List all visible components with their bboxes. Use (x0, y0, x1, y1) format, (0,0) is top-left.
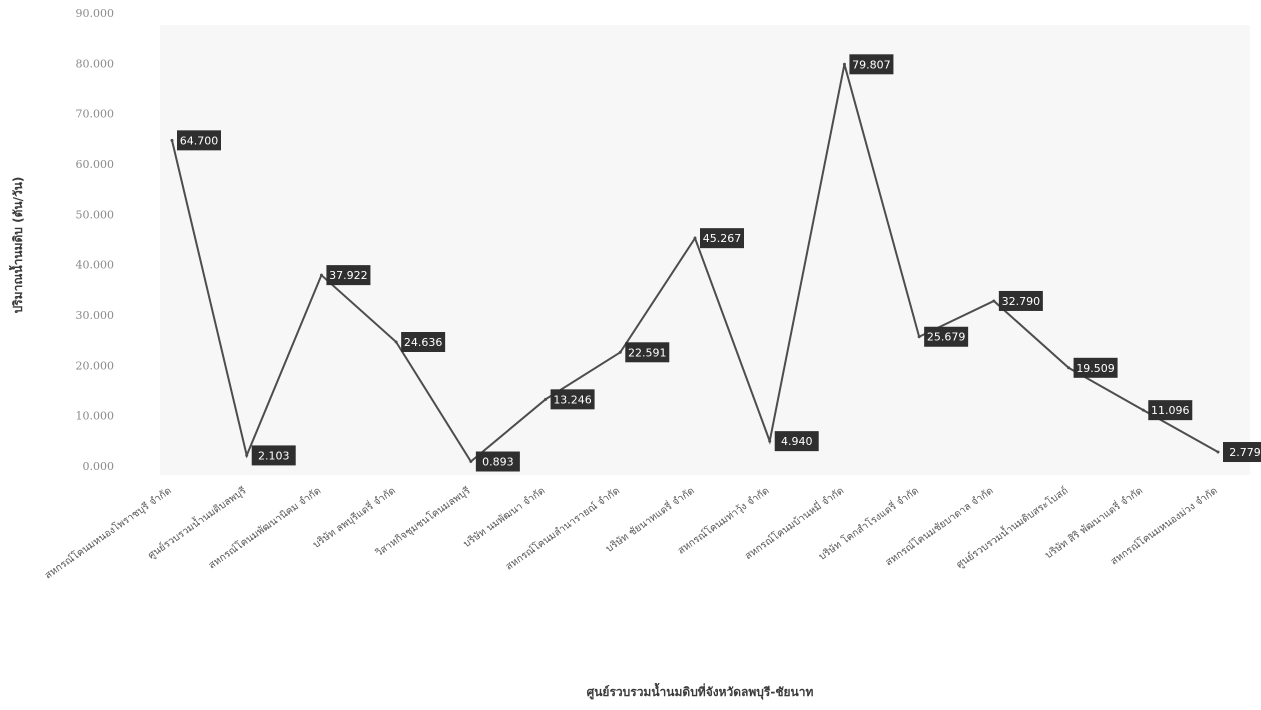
data-point (842, 62, 846, 66)
data-point (245, 453, 249, 457)
y-tick-label: 20.000 (76, 359, 115, 372)
data-label-box (326, 265, 371, 286)
x-tick-label: สหกรณ์โคนมหนองโพราชบุรี จำกัด (42, 484, 174, 582)
data-label-box (475, 451, 520, 472)
y-tick-label: 30.000 (76, 309, 115, 322)
data-label-box (849, 54, 894, 75)
data-label-box (625, 342, 670, 363)
data-point (469, 460, 473, 464)
data-label: 79.807 (852, 58, 891, 71)
data-label: 45.267 (703, 232, 742, 245)
data-label: 4.940 (781, 435, 813, 448)
data-point (544, 397, 548, 401)
series-line-group (170, 62, 1220, 464)
data-label: 13.246 (553, 393, 592, 406)
data-label: 19.509 (1076, 362, 1115, 375)
data-point (1216, 450, 1220, 454)
data-label-box (1223, 442, 1261, 463)
data-label-box (177, 130, 221, 151)
data-label: 0.893 (482, 456, 514, 469)
data-point (693, 236, 697, 240)
data-label-box (1148, 400, 1193, 421)
y-tick-label: 40.000 (76, 259, 115, 272)
data-label: 37.922 (329, 269, 368, 282)
data-label-box (700, 228, 744, 249)
x-tick-label: บริษัท ลพบุรีแดรี่ จำกัด (310, 483, 398, 551)
data-label-box (401, 331, 446, 352)
y-tick-label: 80.000 (76, 57, 115, 70)
data-labels: 64.700 2.103 37.922 24.636 0.893 13.246 22.591… (177, 54, 1261, 472)
data-label: 32.790 (1002, 295, 1041, 308)
y-tick-label: 0.000 (83, 460, 115, 473)
data-point (768, 439, 772, 443)
data-label: 22.591 (628, 346, 667, 359)
data-label: 2.103 (258, 449, 290, 462)
data-label: 25.679 (927, 331, 966, 344)
data-point (394, 340, 398, 344)
data-point (917, 335, 921, 339)
data-label-box (924, 326, 969, 347)
data-point (170, 138, 174, 142)
data-point (1067, 366, 1071, 370)
data-label-box (1073, 357, 1118, 378)
x-axis-title: ศูนย์รวบรวมน้ำนมดิบที่จังหวัดลพบุรี-ชัยน… (587, 682, 814, 700)
x-tick-label: บริษัท นมพัฒนา จำกัด (462, 485, 548, 550)
data-label: 2.779 (1229, 446, 1261, 459)
data-label: 64.700 (180, 134, 219, 147)
y-tick-label: 70.000 (76, 108, 115, 121)
data-label: 11.096 (1151, 404, 1190, 417)
x-tick-label: สหกรณ์โคนมพัฒนานิคม จำกัด (206, 484, 323, 572)
data-label-box (550, 389, 595, 410)
data-label-box (998, 290, 1043, 311)
y-tick-label: 90.000 (76, 7, 115, 20)
data-point (992, 299, 996, 303)
data-point (618, 350, 622, 354)
y-axis-title: ปริมาณน้ำนมดิบ (ตัน/วัน) (8, 177, 25, 314)
data-label-box (774, 431, 819, 452)
data-point (1141, 408, 1145, 412)
y-tick-label: 50.000 (76, 208, 115, 221)
data-label-box (251, 445, 296, 466)
y-tick-label: 10.000 (76, 410, 115, 423)
x-axis: สหกรณ์โคนมหนองโพราชบุรี จำกัดศูนย์รวบรวม… (42, 483, 1220, 582)
data-label: 24.636 (404, 336, 443, 349)
y-axis: 0.000 10.000 20.000 30.000 40.000 50.000 60.00… (76, 7, 115, 473)
plot-area (160, 25, 1250, 475)
data-point (319, 273, 323, 277)
x-tick-label: สหกรณ์โคนมลำนารายณ์ จำกัด (503, 484, 622, 573)
y-tick-label: 60.000 (76, 158, 115, 171)
